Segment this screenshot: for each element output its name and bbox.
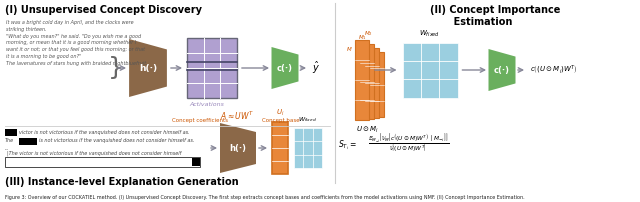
Bar (365, 48, 379, 118)
Text: Concept base: Concept base (262, 118, 300, 123)
Bar (192, 158, 200, 166)
Text: (I) Unsupervised Concept Discovery: (I) Unsupervised Concept Discovery (5, 5, 202, 15)
Text: (II) Concept Importance
       Estimation: (II) Concept Importance Estimation (430, 5, 561, 27)
Bar (19, 138, 37, 145)
Text: $\frac{\mathbb{E}_{M_{-i}}\left[\mathbb{V}_M\left[c\left((U \odot M)W^T\right)\m: $\frac{\mathbb{E}_{M_{-i}}\left[\mathbb{… (368, 133, 449, 156)
Polygon shape (488, 49, 515, 91)
Text: Figure 3: Overview of our COCKATIEL method. (I) Unsupervised Concept Discovery. : Figure 3: Overview of our COCKATIEL meth… (5, 195, 525, 200)
Text: $M_1$: $M_1$ (358, 33, 367, 42)
Text: (III) Instance-level Explanation Generation: (III) Instance-level Explanation Generat… (5, 177, 239, 187)
Bar (187, 38, 237, 98)
Text: |The victor is not victorious if the vanquished does not consider himself: |The victor is not victorious if the van… (7, 150, 181, 156)
Text: $M$: $M$ (346, 45, 353, 53)
Text: $U \odot M_i$: $U \odot M_i$ (356, 125, 379, 135)
Text: h(·): h(·) (230, 143, 246, 153)
Bar (272, 122, 288, 174)
Text: }: } (108, 56, 124, 80)
Text: Activations: Activations (189, 102, 225, 107)
Bar (5, 129, 17, 136)
Polygon shape (271, 47, 298, 89)
Bar (403, 42, 458, 98)
Polygon shape (220, 123, 256, 173)
Bar (360, 44, 374, 119)
Polygon shape (129, 39, 167, 97)
Text: h(·): h(·) (139, 63, 157, 73)
Text: $W_{fixed}$: $W_{fixed}$ (298, 115, 317, 124)
Text: $A \approx UW^T$: $A \approx UW^T$ (220, 110, 255, 122)
Bar (5, 157, 200, 167)
Text: $U_i$: $U_i$ (276, 108, 284, 118)
Text: The: The (5, 138, 14, 143)
Bar (355, 40, 369, 120)
Text: $\hat{y}$: $\hat{y}$ (312, 60, 320, 76)
Text: It was a bright cold day in April, and the clocks were
striking thirteen.
"What : It was a bright cold day in April, and t… (6, 20, 148, 66)
Bar (294, 128, 322, 168)
Text: $c\left((U \odot M_i)W^T\right)$: $c\left((U \odot M_i)W^T\right)$ (530, 63, 578, 77)
Text: $M_2$: $M_2$ (364, 29, 373, 38)
Text: is not victorious if the vanquished does not consider himself as.: is not victorious if the vanquished does… (39, 138, 195, 143)
Text: c(·): c(·) (494, 65, 510, 75)
Text: $W_{fixed}$: $W_{fixed}$ (419, 28, 440, 39)
Text: Concept coefficients: Concept coefficients (172, 118, 228, 123)
Bar (370, 52, 384, 117)
Text: c(·): c(·) (277, 63, 293, 73)
Text: ...: ... (5, 146, 10, 152)
Text: $S_{T_i} =$: $S_{T_i} =$ (338, 138, 356, 152)
Text: victor is not victorious if the vanquished does not consider himself as.: victor is not victorious if the vanquish… (19, 130, 189, 135)
